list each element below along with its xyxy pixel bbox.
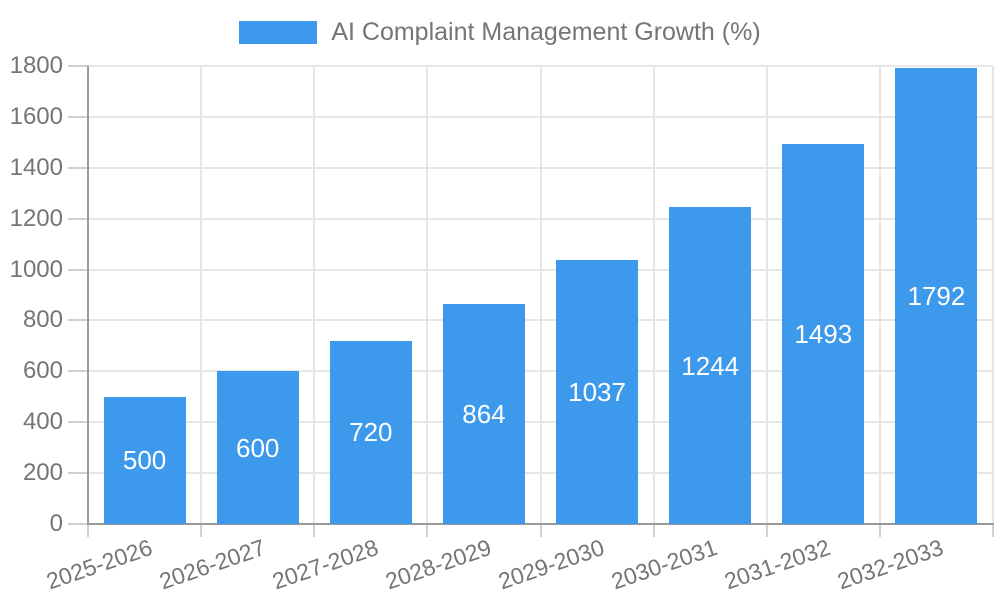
y-tick-mark (68, 472, 88, 475)
bar-2028-2029[interactable]: 864 (442, 304, 525, 524)
bar-value-label: 1792 (907, 281, 966, 311)
x-gridline (313, 66, 316, 524)
y-tick-mark (68, 421, 88, 424)
y-axis-tick-label: 1400 (9, 153, 63, 181)
bar-2031-2032[interactable]: 1493 (782, 144, 865, 524)
x-tick-mark (313, 524, 316, 537)
y-tick-mark (68, 217, 88, 220)
y-axis-tick-label: 1000 (9, 255, 63, 283)
bar-value-label: 720 (349, 417, 393, 448)
y-axis-tick-label: 1200 (9, 204, 63, 232)
bar-2025-2026[interactable]: 500 (103, 396, 186, 524)
x-tick-mark (652, 524, 655, 537)
x-gridline (200, 66, 203, 524)
x-axis-tick-label: 2026-2027 (155, 534, 269, 595)
bar-2029-2030[interactable]: 1037 (556, 260, 639, 524)
bar-value-label: 500 (122, 445, 167, 476)
bar-2030-2031[interactable]: 1244 (669, 207, 752, 524)
x-tick-mark (765, 524, 768, 537)
y-tick-mark (68, 319, 88, 322)
x-gridline (539, 66, 542, 524)
x-gridline (765, 66, 768, 524)
x-gridline (992, 66, 994, 524)
x-tick-mark (426, 524, 429, 537)
y-axis-line (87, 66, 89, 524)
y-tick-mark (68, 115, 88, 118)
x-axis-tick-label: 2027-2028 (268, 534, 382, 595)
y-axis-tick-label: 200 (22, 459, 63, 487)
x-axis-tick-label: 2029-2030 (495, 534, 608, 595)
legend-label: AI Complaint Management Growth (%) (331, 17, 761, 46)
y-tick-mark (68, 166, 88, 169)
y-tick-mark (68, 268, 88, 271)
x-axis-tick-label: 2030-2031 (608, 534, 721, 595)
bar-2027-2028[interactable]: 720 (329, 340, 412, 524)
y-axis-tick-label: 1800 (9, 52, 63, 79)
bar-2032-2033[interactable]: 1792 (895, 68, 978, 524)
bar-value-label: 1037 (568, 377, 626, 408)
x-gridline (652, 66, 655, 524)
y-tick-mark (68, 370, 88, 373)
x-tick-mark (992, 524, 994, 537)
x-axis-tick-label: 2028-2029 (381, 534, 495, 595)
bar-value-label: 864 (462, 399, 506, 430)
x-axis-tick-label: 2031-2032 (721, 534, 834, 595)
bar-value-label: 1493 (794, 319, 853, 350)
y-axis-tick-label: 0 (49, 510, 63, 537)
x-gridline (878, 66, 881, 524)
legend-swatch (239, 20, 318, 44)
y-tick-mark (68, 523, 88, 525)
y-axis-tick-label: 1600 (9, 102, 63, 130)
bar-value-label: 600 (235, 432, 280, 463)
x-axis-line (87, 523, 994, 525)
x-tick-mark (87, 524, 89, 537)
x-gridline (426, 66, 429, 524)
y-axis-tick-label: 600 (22, 357, 63, 385)
x-axis-tick-label: 2032-2033 (834, 534, 947, 595)
bar-2026-2027[interactable]: 600 (216, 371, 299, 524)
x-axis-tick-label: 2025-2026 (42, 534, 156, 595)
x-tick-mark (200, 524, 203, 537)
y-tick-mark (68, 65, 88, 67)
x-tick-mark (878, 524, 881, 537)
y-axis-tick-label: 400 (22, 408, 63, 436)
legend-item[interactable]: AI Complaint Management Growth (%) (0, 18, 1000, 46)
y-axis-tick-label: 800 (22, 306, 63, 334)
bar-value-label: 1244 (681, 350, 740, 381)
x-tick-mark (539, 524, 542, 537)
